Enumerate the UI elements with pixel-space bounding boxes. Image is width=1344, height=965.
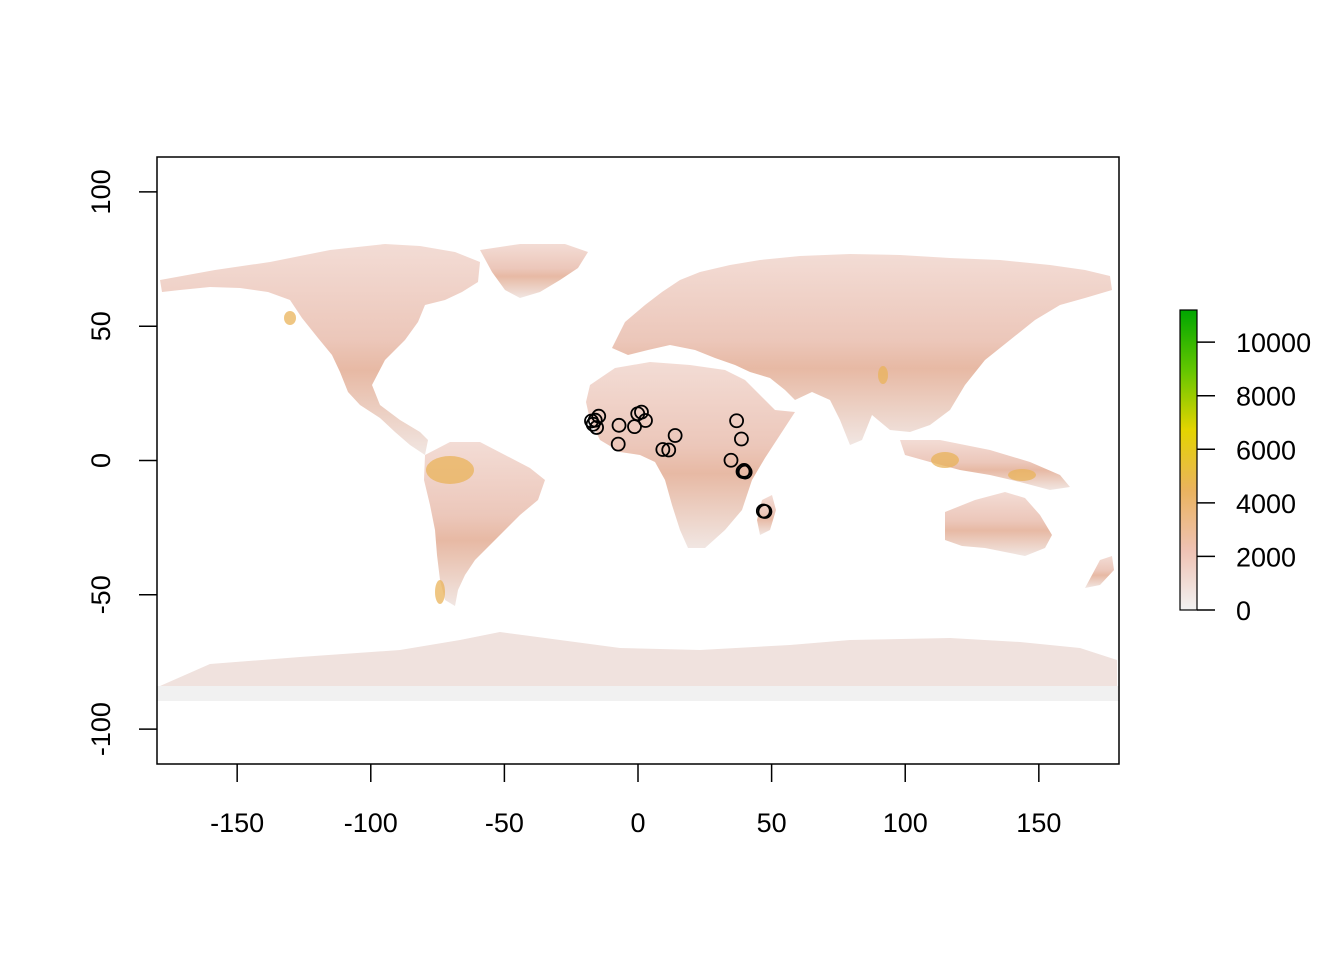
x-tick-label: -50 <box>485 808 524 838</box>
occurrence-point <box>737 464 753 480</box>
occurrence-point <box>634 404 649 420</box>
legend-tick-label: 6000 <box>1236 435 1296 465</box>
bc-coast-hotspot <box>284 311 296 325</box>
x-tick-label: 50 <box>757 808 787 838</box>
occurrence-point <box>757 504 773 519</box>
occurrence-point <box>589 420 604 435</box>
antarctica-landmass <box>160 632 1117 686</box>
legend-color-ramp <box>1179 309 1198 611</box>
greenland-landmass <box>480 244 588 298</box>
occurrence-point <box>610 436 626 452</box>
eurasia-landmass <box>612 254 1112 445</box>
indonesia-hotspot <box>931 452 959 468</box>
occurrence-point <box>655 442 671 457</box>
x-tick-label: 100 <box>883 808 928 838</box>
y-tick-label: -50 <box>86 575 116 614</box>
legend-ticks: 0 2000 4000 6000 8000 10000 <box>1197 328 1311 626</box>
new-guinea-hotspot <box>1008 469 1036 481</box>
occurrence-point <box>723 452 739 468</box>
africa-landmass <box>586 362 795 548</box>
occurrence-point <box>587 412 603 428</box>
y-tick-label: 0 <box>86 453 116 468</box>
occurrence-points <box>584 404 773 519</box>
amazon-hotspot <box>426 456 474 484</box>
legend-tick-label: 4000 <box>1236 489 1296 519</box>
y-axis: 100 50 0 -50 -100 <box>86 169 157 756</box>
chile-hotspot <box>435 580 445 604</box>
x-tick-label: -100 <box>344 808 398 838</box>
raster-bottom-band <box>157 686 1119 701</box>
legend-tick-label: 8000 <box>1236 382 1296 412</box>
x-tick-label: 150 <box>1016 808 1061 838</box>
occurrence-point <box>661 442 677 458</box>
y-tick-label: -100 <box>86 702 116 756</box>
burma-hotspot <box>878 366 888 384</box>
occurrence-point <box>729 413 745 429</box>
new-zealand-landmass <box>1085 556 1114 588</box>
legend-tick-label: 0 <box>1236 596 1251 626</box>
legend-tick-label: 2000 <box>1236 542 1296 572</box>
land-layer <box>160 244 1117 686</box>
occurrence-point <box>667 428 683 443</box>
x-axis: -150 -100 -50 0 50 100 150 <box>210 764 1061 838</box>
occurrence-point <box>591 408 607 424</box>
occurrence-point <box>734 431 749 447</box>
x-tick-label: 0 <box>630 808 645 838</box>
north-america-landmass <box>160 244 480 455</box>
x-tick-label: -150 <box>210 808 264 838</box>
precip-hotspots <box>284 311 1036 604</box>
legend-tick-label: 10000 <box>1236 328 1311 358</box>
australia-landmass <box>945 492 1052 556</box>
occurrence-point <box>611 417 627 433</box>
y-tick-label: 50 <box>86 311 116 341</box>
maritime-southeast-asia-landmass <box>900 440 1070 490</box>
y-tick-label: 100 <box>86 169 116 214</box>
occurrence-point <box>638 413 653 428</box>
color-legend: 0 2000 4000 6000 8000 10000 <box>1179 309 1311 626</box>
